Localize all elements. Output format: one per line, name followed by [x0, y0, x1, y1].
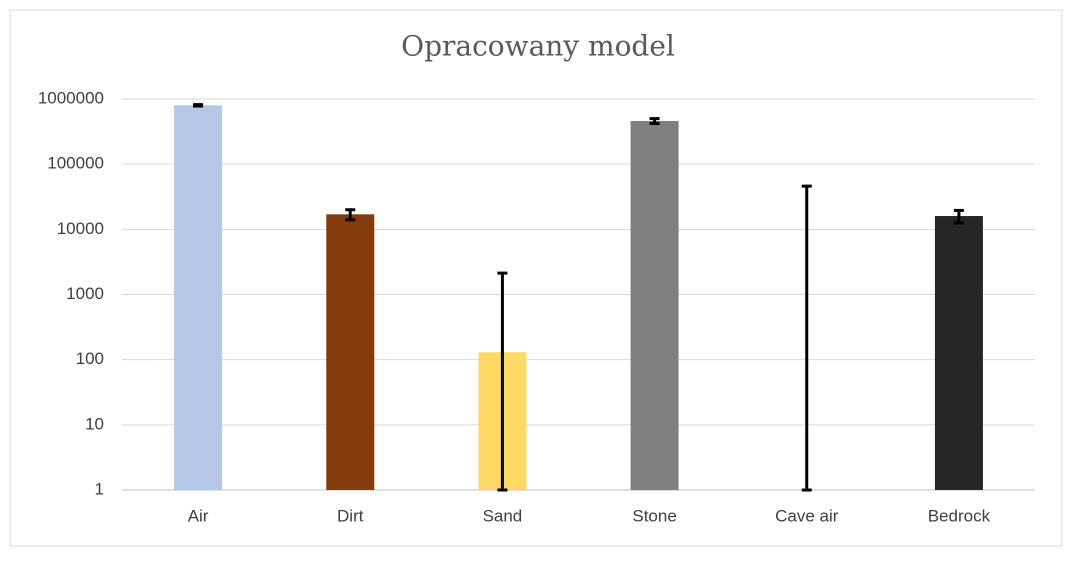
y-tick-label: 100000 [47, 154, 104, 173]
y-tick-label: 1 [95, 479, 104, 498]
y-tick-label: 10 [85, 414, 104, 433]
y-tick-label: 1000 [66, 284, 104, 303]
bar [934, 216, 983, 491]
bar [174, 105, 223, 490]
error-bar [345, 208, 356, 222]
error-bar [953, 208, 964, 225]
x-tick-label: Stone [632, 506, 676, 525]
bar [630, 120, 679, 490]
bar [326, 214, 375, 491]
error-bar [497, 271, 508, 492]
chart-border [9, 9, 1063, 547]
x-tick-label: Bedrock [928, 506, 991, 525]
error-bar [801, 184, 812, 492]
error-bar [193, 103, 204, 108]
chart-title: Opracowany model [401, 30, 675, 63]
x-tick-label: Cave air [775, 506, 839, 525]
error-bar [649, 117, 660, 126]
x-tick-label: Sand [483, 506, 523, 525]
y-tick-label: 10000 [57, 219, 104, 238]
x-tick-label: Dirt [337, 506, 364, 525]
y-tick-label: 100 [76, 349, 104, 368]
x-tick-label: Air [188, 506, 209, 525]
y-tick-label: 1000000 [38, 88, 104, 107]
